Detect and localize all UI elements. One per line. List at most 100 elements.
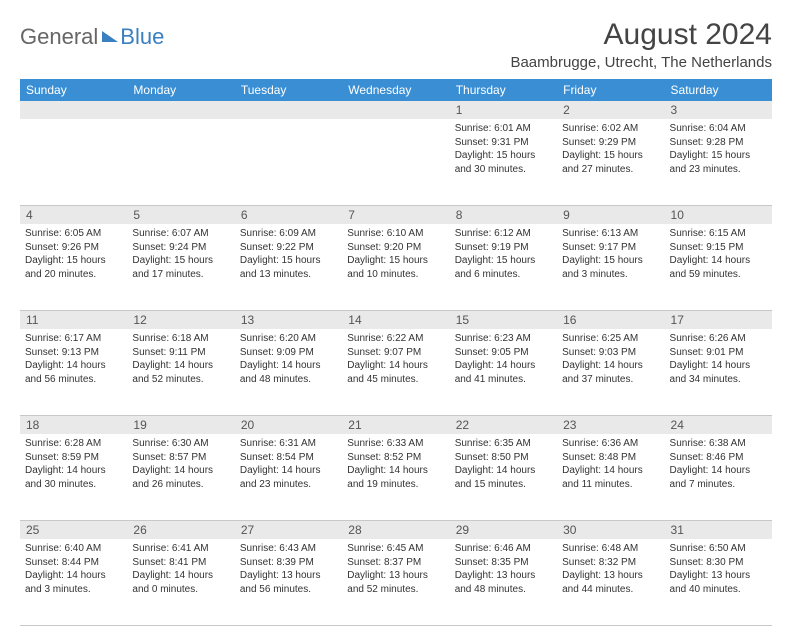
dow-cell: Monday <box>127 79 234 101</box>
daylight-text: Daylight: 14 hours and 34 minutes. <box>670 359 767 386</box>
day-cell: Sunrise: 6:40 AMSunset: 8:44 PMDaylight:… <box>20 539 127 625</box>
sunrise-text: Sunrise: 6:09 AM <box>240 227 337 241</box>
day-cell: Sunrise: 6:43 AMSunset: 8:39 PMDaylight:… <box>235 539 342 625</box>
daynum-row: 11121314151617 <box>20 311 772 329</box>
daylight-text: Daylight: 14 hours and 11 minutes. <box>562 464 659 491</box>
day-number: 30 <box>557 521 664 539</box>
sunset-text: Sunset: 9:05 PM <box>455 346 552 360</box>
day-number: 25 <box>20 521 127 539</box>
sunrise-text: Sunrise: 6:12 AM <box>455 227 552 241</box>
day-number: 13 <box>235 311 342 329</box>
daylight-text: Daylight: 14 hours and 59 minutes. <box>670 254 767 281</box>
sunrise-text: Sunrise: 6:07 AM <box>132 227 229 241</box>
sunrise-text: Sunrise: 6:22 AM <box>347 332 444 346</box>
day-number: 22 <box>450 416 557 434</box>
daylight-text: Daylight: 14 hours and 30 minutes. <box>25 464 122 491</box>
sunrise-text: Sunrise: 6:33 AM <box>347 437 444 451</box>
daynum-row: 123 <box>20 101 772 119</box>
daylight-text: Daylight: 14 hours and 15 minutes. <box>455 464 552 491</box>
sunrise-text: Sunrise: 6:25 AM <box>562 332 659 346</box>
daylight-text: Daylight: 14 hours and 41 minutes. <box>455 359 552 386</box>
sunrise-text: Sunrise: 6:38 AM <box>670 437 767 451</box>
sunset-text: Sunset: 8:30 PM <box>670 556 767 570</box>
dow-header-row: SundayMondayTuesdayWednesdayThursdayFrid… <box>20 79 772 101</box>
day-cell: Sunrise: 6:17 AMSunset: 9:13 PMDaylight:… <box>20 329 127 415</box>
day-cell: Sunrise: 6:12 AMSunset: 9:19 PMDaylight:… <box>450 224 557 310</box>
sunset-text: Sunset: 8:44 PM <box>25 556 122 570</box>
day-cell: Sunrise: 6:02 AMSunset: 9:29 PMDaylight:… <box>557 119 664 205</box>
day-cell: Sunrise: 6:09 AMSunset: 9:22 PMDaylight:… <box>235 224 342 310</box>
day-cell: Sunrise: 6:25 AMSunset: 9:03 PMDaylight:… <box>557 329 664 415</box>
day-number: 7 <box>342 206 449 224</box>
sunrise-text: Sunrise: 6:36 AM <box>562 437 659 451</box>
day-cell: Sunrise: 6:15 AMSunset: 9:15 PMDaylight:… <box>665 224 772 310</box>
daylight-text: Daylight: 15 hours and 13 minutes. <box>240 254 337 281</box>
sunrise-text: Sunrise: 6:30 AM <box>132 437 229 451</box>
day-cell <box>235 119 342 205</box>
sunset-text: Sunset: 9:20 PM <box>347 241 444 255</box>
sunset-text: Sunset: 8:57 PM <box>132 451 229 465</box>
sunrise-text: Sunrise: 6:20 AM <box>240 332 337 346</box>
daylight-text: Daylight: 15 hours and 17 minutes. <box>132 254 229 281</box>
sunset-text: Sunset: 9:29 PM <box>562 136 659 150</box>
sunrise-text: Sunrise: 6:02 AM <box>562 122 659 136</box>
sunrise-text: Sunrise: 6:35 AM <box>455 437 552 451</box>
day-number <box>127 101 234 119</box>
header: General Blue August 2024 Baambrugge, Utr… <box>20 18 772 71</box>
sunset-text: Sunset: 9:26 PM <box>25 241 122 255</box>
logo-text-blue: Blue <box>120 24 164 50</box>
daylight-text: Daylight: 15 hours and 3 minutes. <box>562 254 659 281</box>
day-cell: Sunrise: 6:33 AMSunset: 8:52 PMDaylight:… <box>342 434 449 520</box>
week-row: Sunrise: 6:17 AMSunset: 9:13 PMDaylight:… <box>20 329 772 416</box>
daylight-text: Daylight: 14 hours and 56 minutes. <box>25 359 122 386</box>
day-cell: Sunrise: 6:22 AMSunset: 9:07 PMDaylight:… <box>342 329 449 415</box>
sunrise-text: Sunrise: 6:46 AM <box>455 542 552 556</box>
daylight-text: Daylight: 13 hours and 52 minutes. <box>347 569 444 596</box>
sunset-text: Sunset: 9:07 PM <box>347 346 444 360</box>
week-row: Sunrise: 6:40 AMSunset: 8:44 PMDaylight:… <box>20 539 772 626</box>
day-number: 27 <box>235 521 342 539</box>
sunrise-text: Sunrise: 6:15 AM <box>670 227 767 241</box>
daylight-text: Daylight: 13 hours and 44 minutes. <box>562 569 659 596</box>
day-number: 15 <box>450 311 557 329</box>
sunset-text: Sunset: 8:46 PM <box>670 451 767 465</box>
day-number: 12 <box>127 311 234 329</box>
sunrise-text: Sunrise: 6:18 AM <box>132 332 229 346</box>
daylight-text: Daylight: 13 hours and 40 minutes. <box>670 569 767 596</box>
sunset-text: Sunset: 9:03 PM <box>562 346 659 360</box>
calendar: SundayMondayTuesdayWednesdayThursdayFrid… <box>20 79 772 626</box>
day-number: 4 <box>20 206 127 224</box>
sunrise-text: Sunrise: 6:04 AM <box>670 122 767 136</box>
sunset-text: Sunset: 8:39 PM <box>240 556 337 570</box>
daylight-text: Daylight: 14 hours and 37 minutes. <box>562 359 659 386</box>
day-cell: Sunrise: 6:41 AMSunset: 8:41 PMDaylight:… <box>127 539 234 625</box>
sunrise-text: Sunrise: 6:13 AM <box>562 227 659 241</box>
day-number <box>342 101 449 119</box>
dow-cell: Tuesday <box>235 79 342 101</box>
day-cell: Sunrise: 6:26 AMSunset: 9:01 PMDaylight:… <box>665 329 772 415</box>
sunset-text: Sunset: 9:28 PM <box>670 136 767 150</box>
daylight-text: Daylight: 13 hours and 56 minutes. <box>240 569 337 596</box>
daylight-text: Daylight: 14 hours and 3 minutes. <box>25 569 122 596</box>
sunrise-text: Sunrise: 6:48 AM <box>562 542 659 556</box>
daylight-text: Daylight: 15 hours and 23 minutes. <box>670 149 767 176</box>
day-number: 2 <box>557 101 664 119</box>
sunset-text: Sunset: 8:35 PM <box>455 556 552 570</box>
day-cell: Sunrise: 6:50 AMSunset: 8:30 PMDaylight:… <box>665 539 772 625</box>
day-number <box>20 101 127 119</box>
day-cell: Sunrise: 6:07 AMSunset: 9:24 PMDaylight:… <box>127 224 234 310</box>
sunset-text: Sunset: 8:52 PM <box>347 451 444 465</box>
sunrise-text: Sunrise: 6:23 AM <box>455 332 552 346</box>
day-number: 17 <box>665 311 772 329</box>
dow-cell: Saturday <box>665 79 772 101</box>
daylight-text: Daylight: 15 hours and 20 minutes. <box>25 254 122 281</box>
day-cell: Sunrise: 6:38 AMSunset: 8:46 PMDaylight:… <box>665 434 772 520</box>
day-number: 19 <box>127 416 234 434</box>
sunset-text: Sunset: 9:24 PM <box>132 241 229 255</box>
week-row: Sunrise: 6:01 AMSunset: 9:31 PMDaylight:… <box>20 119 772 206</box>
sunset-text: Sunset: 8:37 PM <box>347 556 444 570</box>
day-number: 3 <box>665 101 772 119</box>
sunset-text: Sunset: 8:59 PM <box>25 451 122 465</box>
daylight-text: Daylight: 14 hours and 0 minutes. <box>132 569 229 596</box>
day-cell: Sunrise: 6:01 AMSunset: 9:31 PMDaylight:… <box>450 119 557 205</box>
